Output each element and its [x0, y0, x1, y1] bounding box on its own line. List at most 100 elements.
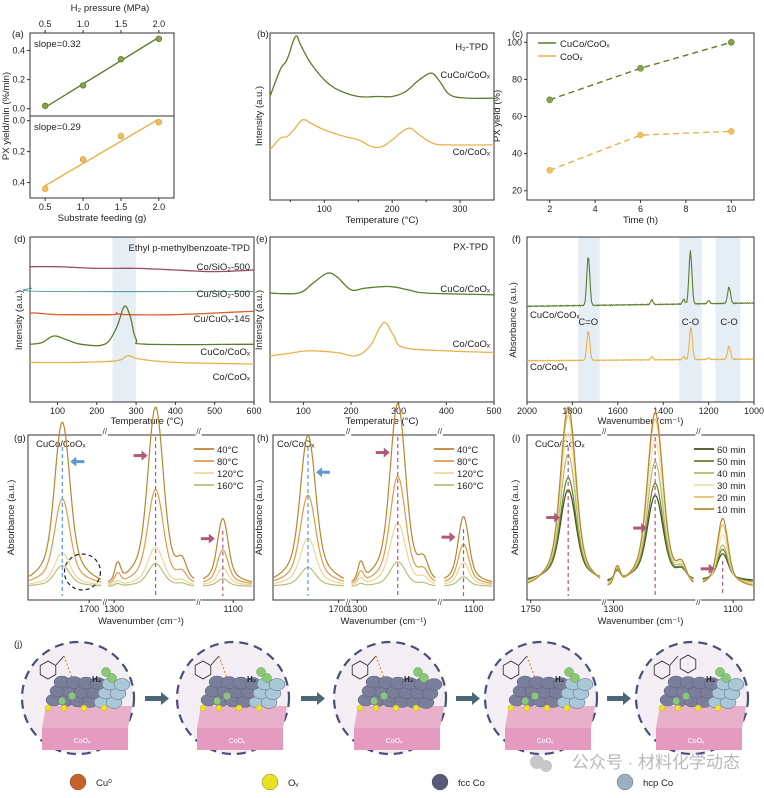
coox-support-front: [354, 728, 440, 750]
x-tick-label: 1100: [464, 604, 483, 614]
legend-label: 160°C: [457, 481, 484, 492]
axis-break-mark: //: [103, 598, 108, 607]
step-arrow-shaft: [145, 696, 161, 701]
benzene-ring: [679, 654, 697, 674]
arrow-head-icon: [641, 523, 648, 534]
x-tick-label: 4: [593, 204, 598, 214]
series-line-4: [30, 355, 255, 365]
h2-label: H₂: [404, 675, 414, 684]
support-label: CoOₓ: [229, 738, 246, 745]
data-point-co: [41, 185, 49, 192]
y-axis-title: Absorbance (a.u.): [508, 282, 519, 358]
arrow-head-icon: [383, 447, 390, 458]
spectrum-3-segment-1: [108, 563, 195, 587]
x-axis-title: Wavenumber (cm⁻¹): [98, 616, 184, 627]
y-axis-title: PX yield/min (%/min): [1, 72, 12, 160]
series-line-0: [269, 35, 495, 100]
legend-label: hcp Co: [643, 778, 673, 789]
axis-break-gap: [345, 598, 352, 602]
h-atom: [682, 692, 690, 700]
arrow-head-icon: [554, 512, 561, 523]
x-tick-label: 1700: [329, 604, 349, 614]
panel-g-frame: [27, 434, 255, 601]
y-axis-title: Absorbance (a.u.): [6, 480, 17, 556]
x-axis-title: Temperature (°C): [111, 416, 184, 427]
h-atom: [68, 692, 76, 700]
scheme-step-5: CoOₓ H₂: [634, 640, 750, 756]
step-arrow-icon: [472, 692, 480, 705]
legend-label: 80°C: [457, 457, 478, 468]
benzene-ring: [194, 660, 212, 680]
scheme-step-2: CoOₓ H₂: [175, 640, 291, 756]
x-tick-label: 1100: [224, 604, 243, 614]
oxygen-vacancy: [658, 704, 666, 712]
series-label: Cu/SiO₂-500: [197, 289, 250, 300]
x-axis-title: Substrate feeding (g): [58, 213, 147, 224]
oxygen-vacancy: [714, 704, 722, 712]
spectrum-3-segment-2: [444, 576, 493, 587]
data-point: [727, 38, 735, 46]
x-tick-label: 400: [439, 406, 454, 416]
series-label: Co/CoOₓ: [213, 372, 251, 383]
x-tick-label: 600: [246, 406, 261, 416]
co-particle: [576, 678, 594, 691]
series-label: Cu/CuOₓ-145: [194, 314, 250, 325]
panel-d: 100 200 300 400 500 600 Temperature (°C) Intens…: [14, 234, 262, 427]
spectrum-1-segment-1: [351, 475, 436, 584]
axis-break-gap: [101, 598, 108, 602]
data-point-cuco: [79, 82, 87, 89]
spectrum-3-segment-0: [28, 564, 101, 587]
step-arrow-shaft: [607, 696, 623, 701]
axis-break-gap: [345, 433, 352, 437]
series-label: Co/SiO₂-500: [197, 262, 250, 273]
spectrum-0-segment-0: [273, 434, 345, 579]
spectrum-0-segment-1: [351, 403, 436, 582]
spectrum-2-segment-2: [444, 561, 493, 586]
benzene-ring: [502, 660, 520, 680]
benzene-ring: [653, 660, 671, 680]
arrow-head-icon: [70, 456, 77, 467]
top-x-axis-title: H₂ pressure (MPa): [71, 3, 150, 14]
data-point-cuco: [41, 102, 49, 110]
step-arrow-shaft: [301, 696, 317, 701]
x-tick-label: 10: [726, 204, 736, 214]
spectrum-1: [526, 327, 755, 362]
axis-break-mark: //: [438, 598, 443, 607]
top-x-tick-label: 0.5: [39, 19, 52, 29]
axis-break-mark: //: [103, 427, 108, 436]
y-axis-title: Intensity (a.u.): [254, 290, 265, 350]
support-label: CoOₓ: [74, 738, 91, 745]
h-atom: [213, 697, 221, 705]
legend-label: 50 min: [717, 457, 746, 468]
series-label: CuCo/CoOₓ: [200, 347, 250, 358]
legend-label: fcc Co: [458, 778, 485, 789]
series-label: Co/CoOₓ: [530, 362, 568, 373]
coox-support: [505, 706, 595, 728]
co-particle: [727, 678, 745, 691]
h2-label: H₂: [706, 675, 716, 684]
legend-sphere-icon: [69, 773, 87, 791]
h-atom: [521, 697, 529, 705]
benzene-ring: [39, 660, 57, 680]
spectrum-0-segment-0: [28, 421, 102, 580]
axis-break-gap: [195, 433, 202, 437]
step-arrow-icon: [317, 692, 325, 705]
x-tick-label: 1.0: [77, 202, 90, 212]
y-tick-label: 0.0: [12, 116, 25, 126]
panel-label: (h): [257, 433, 269, 444]
oxygen-vacancy: [356, 704, 364, 712]
panel-g: // // // // 1700 1300 1100 Wavenumber (cm⁻¹) Abs…: [6, 406, 255, 627]
oxygen-vacancy: [255, 704, 263, 712]
h2-label: H₂: [92, 675, 102, 684]
axis-break-gap: [436, 433, 443, 437]
molecule-structure: [653, 654, 697, 680]
x-tick-label: 1200: [699, 406, 719, 416]
data-point-co: [117, 132, 125, 140]
x-axis-title: Wavenumber (cm⁻¹): [598, 416, 684, 427]
axis-break-mark: //: [346, 427, 351, 436]
axis-break-mark: //: [696, 427, 701, 436]
slope-label-upper: slope=0.32: [34, 39, 81, 50]
x-tick-label: 300: [391, 406, 406, 416]
x-tick-label: 300: [129, 406, 144, 416]
spectrum-3-segment-2: [202, 578, 252, 587]
